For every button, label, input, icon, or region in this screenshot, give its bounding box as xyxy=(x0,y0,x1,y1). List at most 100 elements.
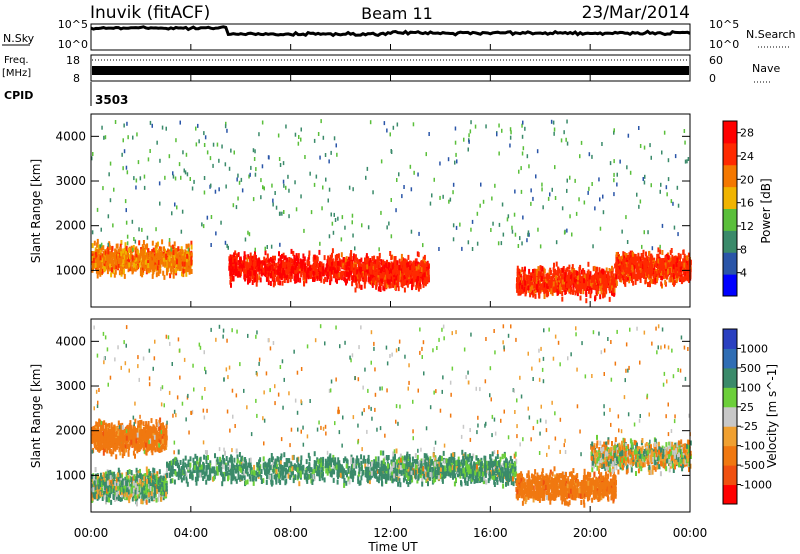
power-cell xyxy=(132,247,134,252)
power-cell xyxy=(660,182,662,187)
power-cell xyxy=(642,249,645,255)
power-cell xyxy=(563,276,566,282)
power-cell xyxy=(379,268,382,274)
power-cell xyxy=(147,248,150,254)
power-cell xyxy=(93,252,96,258)
power-cell xyxy=(198,139,200,144)
power-cell xyxy=(426,279,429,285)
power-cell xyxy=(398,172,400,177)
power-cell xyxy=(281,280,284,286)
power-cell xyxy=(376,268,379,274)
power-cell xyxy=(409,260,411,266)
power-cell xyxy=(667,262,670,268)
power-cell xyxy=(251,265,254,271)
power-cell xyxy=(227,245,229,250)
power-colorbar-tick: 20 xyxy=(740,173,754,186)
power-cell xyxy=(130,260,133,266)
power-cell xyxy=(541,273,544,279)
power-cell xyxy=(175,138,177,143)
power-cell xyxy=(509,135,512,140)
power-cell xyxy=(535,276,538,282)
power-cell xyxy=(174,202,176,207)
power-cell xyxy=(340,275,343,281)
power-cell xyxy=(96,242,99,248)
power-cell xyxy=(621,264,624,270)
power-cell xyxy=(381,273,384,279)
power-cell xyxy=(616,267,619,273)
power-cell xyxy=(363,270,366,276)
power-cell xyxy=(583,278,585,284)
power-cell xyxy=(390,276,393,282)
power-cell xyxy=(301,259,303,265)
power-cell xyxy=(277,262,280,268)
power-cell xyxy=(524,280,527,286)
power-colorbar-tick: 4 xyxy=(740,267,747,280)
power-cell xyxy=(130,245,133,251)
power-cell xyxy=(521,151,524,156)
power-cell xyxy=(304,266,306,272)
power-cell xyxy=(117,259,120,264)
power-cell xyxy=(442,194,444,199)
power-cell xyxy=(300,194,302,199)
power-cell xyxy=(187,255,190,261)
power-cell xyxy=(554,275,557,281)
power-cell xyxy=(299,262,302,268)
power-cell xyxy=(563,284,566,290)
power-cell xyxy=(281,253,283,259)
power-cell xyxy=(232,203,235,208)
power-cell xyxy=(638,258,641,264)
power-cell xyxy=(99,244,101,249)
power-cell xyxy=(500,241,503,246)
power-cell xyxy=(676,185,679,190)
power-cell xyxy=(283,273,286,279)
power-cell xyxy=(666,263,669,269)
power-cell xyxy=(382,276,385,282)
power-cell xyxy=(185,262,188,268)
power-cell xyxy=(340,237,343,242)
power-cell xyxy=(290,266,293,272)
power-colorbar-label: Power [dB] xyxy=(759,178,773,243)
power-cell xyxy=(176,259,178,265)
power-cell xyxy=(246,271,249,276)
power-cell xyxy=(397,280,400,286)
power-cell xyxy=(439,195,441,200)
power-cell xyxy=(155,272,158,278)
power-cell xyxy=(326,277,329,283)
power-cell xyxy=(188,268,191,274)
power-cell xyxy=(124,249,127,255)
power-cell xyxy=(536,149,539,154)
power-cell xyxy=(651,268,654,274)
power-cell xyxy=(141,267,144,273)
power-cell xyxy=(106,269,109,275)
y-tick-label: 1000 xyxy=(55,263,86,277)
power-cell xyxy=(226,243,228,248)
power-cell xyxy=(575,211,578,216)
power-cell xyxy=(648,274,651,280)
power-cell xyxy=(107,258,109,264)
power-cell xyxy=(579,295,582,301)
power-cell xyxy=(518,277,520,283)
power-cell xyxy=(410,278,413,284)
power-cell xyxy=(104,252,107,258)
power-cell xyxy=(133,262,135,268)
power-cell xyxy=(553,285,556,290)
power-cell xyxy=(305,266,308,272)
power-cell xyxy=(676,276,679,282)
power-cell xyxy=(334,254,337,260)
power-cell xyxy=(572,289,574,295)
power-cell xyxy=(99,249,102,255)
power-cell xyxy=(415,278,418,284)
power-cell xyxy=(583,284,586,290)
power-cell xyxy=(576,284,579,290)
power-cell xyxy=(403,280,406,286)
power-cell xyxy=(179,248,182,254)
power-cell xyxy=(352,233,354,238)
power-cell xyxy=(280,267,283,273)
power-cell xyxy=(254,277,256,283)
power-cell xyxy=(517,244,520,248)
power-cell xyxy=(602,292,605,298)
power-cell xyxy=(332,261,335,267)
power-cell xyxy=(659,244,661,249)
power-cell xyxy=(239,257,241,263)
power-cell xyxy=(288,188,290,193)
